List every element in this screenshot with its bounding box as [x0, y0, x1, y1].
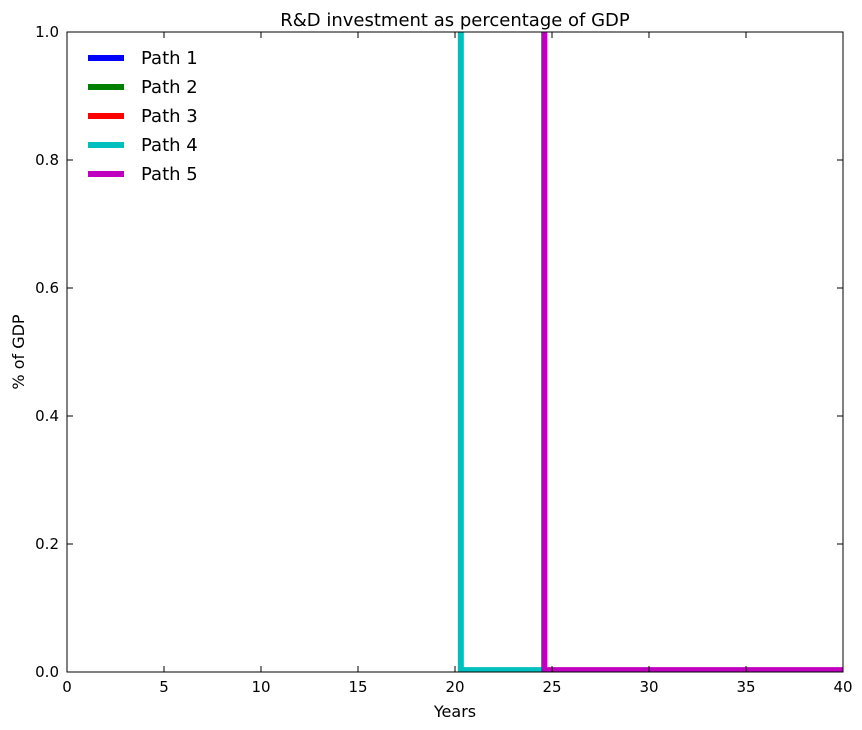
y-tick-label: 1.0 [35, 23, 59, 41]
legend-item-path-5: Path 5 [88, 164, 198, 185]
x-tick-label: 10 [251, 678, 270, 696]
x-tick-label: 40 [833, 678, 852, 696]
x-tick-label: 35 [736, 678, 755, 696]
plot-series [457, 32, 843, 672]
legend-label: Path 4 [141, 135, 198, 156]
legend-label: Path 1 [141, 48, 198, 69]
x-tick-label: 5 [159, 678, 169, 696]
y-tick-label: 0.6 [35, 279, 59, 297]
y-axis: 0.0 0.2 0.4 0.6 0.8 1.0 [35, 23, 843, 681]
legend-label: Path 2 [141, 77, 198, 98]
x-axis-label: Years [433, 702, 476, 721]
x-tick-label: 15 [348, 678, 367, 696]
x-tick-label: 0 [62, 678, 72, 696]
x-axis: 0 5 10 15 20 25 30 35 40 [62, 32, 853, 696]
series-line-path-5 [541, 32, 843, 672]
y-tick-label: 0.0 [35, 663, 59, 681]
legend-item-path-3: Path 3 [88, 106, 198, 127]
chart-title: R&D investment as percentage of GDP [280, 10, 630, 31]
series-line-path-4 [457, 32, 545, 672]
legend-item-path-4: Path 4 [88, 135, 198, 156]
y-tick-label: 0.8 [35, 151, 59, 169]
y-tick-label: 0.2 [35, 535, 59, 553]
y-tick-label: 0.4 [35, 407, 59, 425]
legend-label: Path 5 [141, 164, 198, 185]
x-tick-label: 20 [445, 678, 464, 696]
x-tick-label: 25 [542, 678, 561, 696]
legend: Path 1 Path 2 Path 3 Path 4 Path 5 [88, 48, 198, 185]
legend-label: Path 3 [141, 106, 198, 127]
x-tick-label: 30 [639, 678, 658, 696]
plot-frame [66, 31, 844, 673]
legend-item-path-2: Path 2 [88, 77, 198, 98]
legend-item-path-1: Path 1 [88, 48, 198, 69]
y-axis-label: % of GDP [9, 314, 28, 390]
